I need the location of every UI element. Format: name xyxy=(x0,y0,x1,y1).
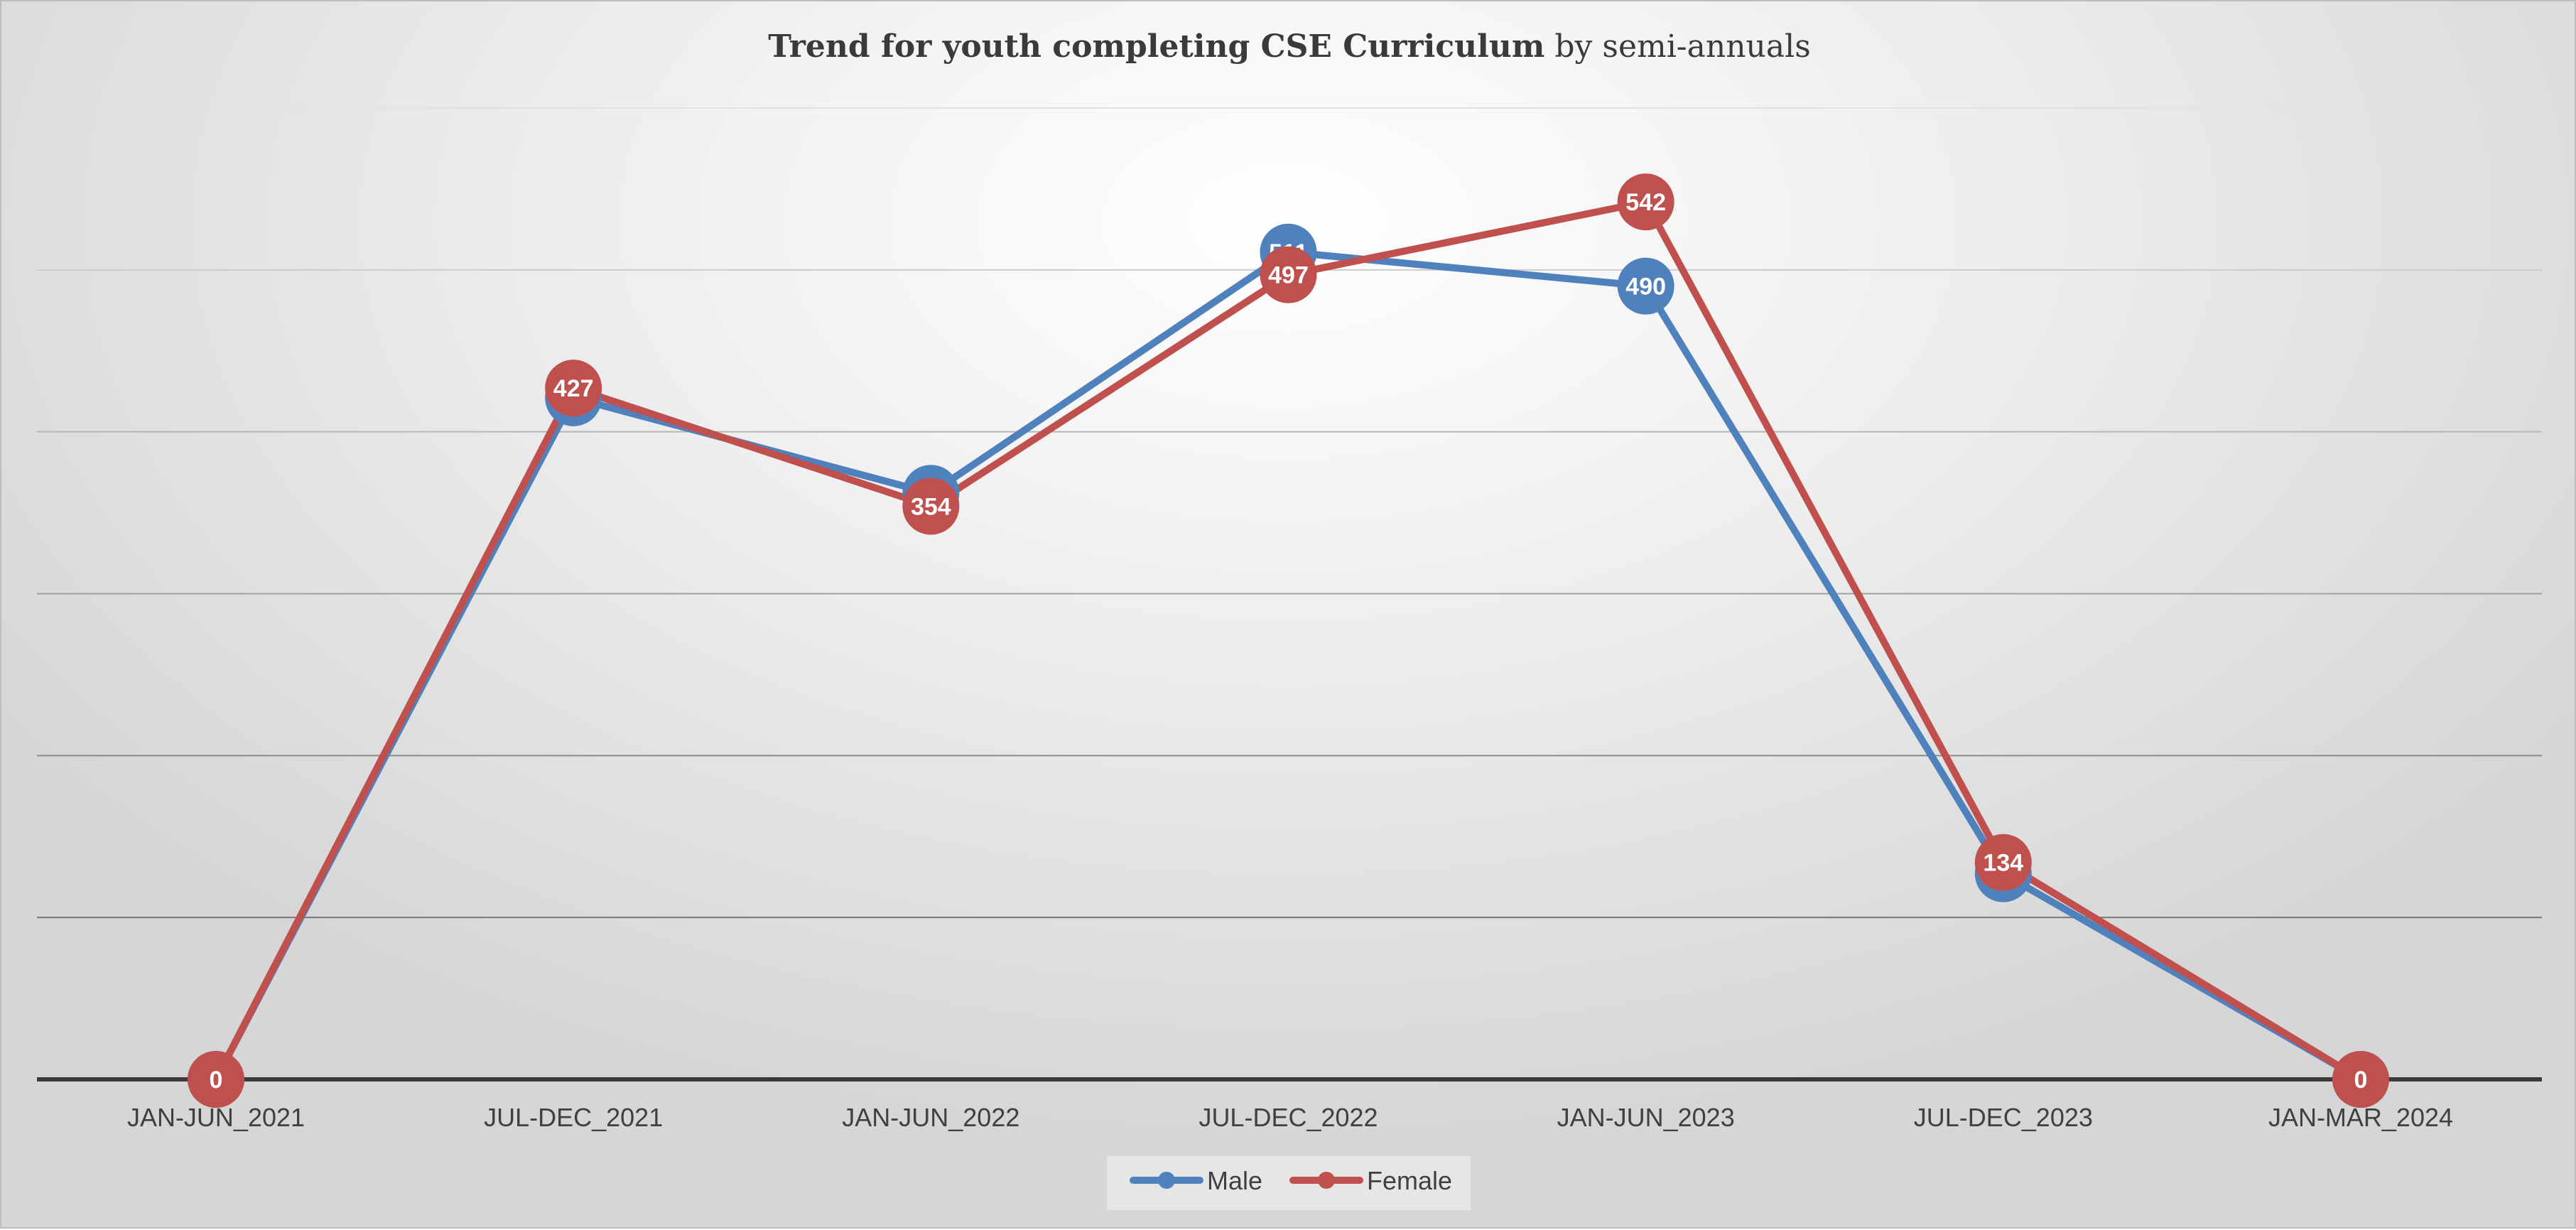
data-label-female: 0 xyxy=(210,1067,223,1094)
data-point-female xyxy=(1260,246,1317,303)
x-tick-label: JAN-JUN_2022 xyxy=(842,1103,1019,1132)
data-label-female: 0 xyxy=(2354,1067,2368,1094)
x-tick-label: JUL-DEC_2022 xyxy=(1198,1103,1378,1132)
legend-label-female: Female xyxy=(1367,1166,1452,1195)
data-markers: 0421362511490127004273544975421340 xyxy=(188,173,2389,1108)
data-label-male: 490 xyxy=(1625,274,1666,301)
x-tick-label: JUL-DEC_2023 xyxy=(1914,1103,2093,1132)
series-line-male xyxy=(212,248,2364,1083)
data-point-male xyxy=(1617,257,1674,315)
data-label-female: 542 xyxy=(1625,189,1666,216)
data-label-female: 497 xyxy=(1268,262,1309,289)
data-label-female: 134 xyxy=(1983,850,2023,877)
series-lines xyxy=(212,198,2364,1083)
legend-label-male: Male xyxy=(1207,1166,1262,1195)
legend-marker-female xyxy=(1318,1172,1335,1189)
x-tick-label: JUL-DEC_2021 xyxy=(484,1103,663,1132)
data-point-female xyxy=(188,1051,244,1108)
data-point-female xyxy=(545,360,602,417)
legend: Male Female xyxy=(1107,1156,1471,1210)
data-point-female xyxy=(902,478,960,535)
legend-marker-male xyxy=(1158,1172,1175,1189)
x-axis: JAN-JUN_2021 JUL-DEC_2021 JAN-JUN_2022 JUL-… xyxy=(37,1077,2542,1132)
x-tick-label: JAN-JUN_2023 xyxy=(1557,1103,1735,1132)
data-point-female xyxy=(1617,173,1674,231)
chart-title: Trend for youth completing CSE Curriculu… xyxy=(768,28,1811,65)
data-label-female: 354 xyxy=(911,493,951,520)
series-line-female xyxy=(212,198,2364,1083)
data-point-female xyxy=(1974,834,2032,891)
data-label-female: 427 xyxy=(553,375,594,402)
data-point-female xyxy=(2332,1051,2389,1108)
